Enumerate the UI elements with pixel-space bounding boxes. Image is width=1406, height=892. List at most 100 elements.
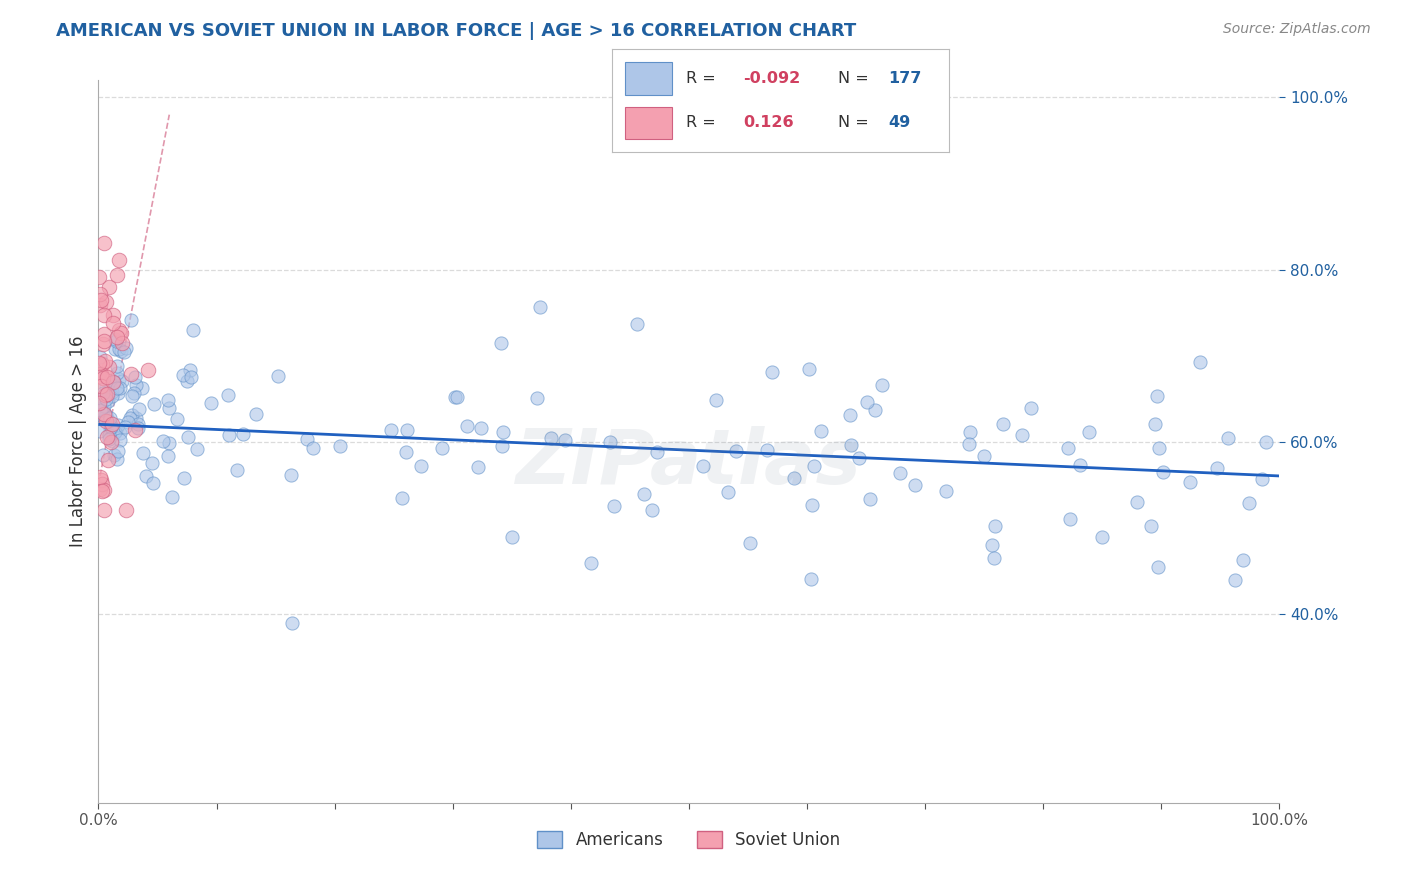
Point: [110, 326, 132, 341]
Point: [105, 451, 128, 466]
Point: [411, 458, 433, 473]
Point: [110, 433, 132, 447]
Text: AMERICAN VS SOVIET UNION IN LABOR FORCE | AGE > 16 CORRELATION CHART: AMERICAN VS SOVIET UNION IN LABOR FORCE …: [56, 22, 856, 40]
Point: [984, 519, 1007, 533]
Point: [93, 399, 115, 413]
Point: [89, 395, 111, 409]
Point: [89, 366, 111, 380]
Point: [101, 316, 124, 330]
Point: [111, 336, 134, 351]
Text: 0.126: 0.126: [744, 115, 794, 130]
Point: [183, 323, 205, 337]
Point: [1216, 431, 1239, 445]
Point: [859, 491, 882, 506]
Point: [180, 370, 202, 384]
Point: [114, 420, 136, 434]
Point: [800, 498, 823, 512]
Point: [991, 417, 1014, 431]
Point: [526, 391, 548, 405]
Text: Source: ZipAtlas.com: Source: ZipAtlas.com: [1223, 22, 1371, 37]
Point: [97, 452, 120, 467]
FancyBboxPatch shape: [626, 106, 672, 139]
Point: [848, 450, 870, 465]
Point: [127, 417, 149, 431]
Point: [756, 443, 779, 458]
Point: [110, 426, 132, 441]
Point: [89, 355, 111, 369]
Point: [94, 408, 117, 422]
Point: [166, 411, 188, 425]
Point: [226, 463, 249, 477]
Point: [93, 308, 115, 322]
Point: [135, 469, 157, 483]
Point: [692, 459, 714, 474]
Point: [810, 424, 832, 438]
Point: [90, 378, 112, 392]
Point: [108, 342, 131, 356]
Text: R =: R =: [686, 115, 721, 130]
Point: [89, 470, 111, 484]
Point: [491, 439, 513, 453]
Point: [124, 370, 146, 384]
Point: [540, 431, 562, 445]
Point: [1178, 475, 1201, 490]
Point: [93, 503, 115, 517]
Point: [104, 342, 127, 356]
Point: [738, 535, 761, 549]
Point: [1143, 417, 1166, 432]
Point: [112, 345, 135, 359]
Point: [111, 374, 134, 388]
Point: [1056, 441, 1078, 455]
Point: [1140, 518, 1163, 533]
Point: [105, 330, 128, 344]
Point: [957, 436, 980, 450]
Point: [1256, 434, 1278, 449]
Point: [97, 384, 120, 398]
Point: [93, 407, 115, 421]
Point: [91, 336, 114, 351]
Point: [395, 445, 418, 459]
Point: [90, 293, 112, 307]
Point: [89, 424, 111, 438]
Point: [94, 379, 117, 393]
Point: [981, 538, 1004, 552]
Point: [245, 407, 267, 421]
Point: [863, 403, 886, 417]
Point: [120, 367, 142, 381]
Point: [470, 421, 492, 435]
Point: [100, 435, 122, 450]
Point: [904, 478, 927, 492]
Point: [104, 425, 127, 440]
Point: [90, 357, 112, 371]
Point: [98, 359, 121, 374]
Point: [118, 411, 141, 425]
Point: [120, 312, 142, 326]
Point: [108, 252, 131, 267]
Point: [1147, 441, 1170, 455]
Point: [1206, 461, 1229, 475]
Point: [93, 354, 115, 368]
Point: [110, 381, 132, 395]
Point: [94, 414, 117, 428]
Text: 177: 177: [889, 71, 922, 87]
Point: [105, 423, 128, 437]
Point: [157, 436, 180, 450]
Point: [935, 484, 957, 499]
Point: [973, 449, 995, 463]
Point: [98, 427, 121, 442]
Point: [105, 381, 128, 395]
Point: [90, 476, 112, 491]
Point: [96, 294, 118, 309]
Point: [108, 323, 131, 337]
Point: [492, 425, 515, 439]
Point: [1152, 465, 1174, 479]
Point: [380, 423, 402, 437]
Point: [529, 300, 551, 314]
Point: [489, 335, 512, 350]
Point: [101, 308, 124, 322]
Point: [856, 394, 879, 409]
Point: [467, 459, 489, 474]
Point: [724, 444, 747, 458]
Point: [1237, 495, 1260, 509]
Point: [96, 430, 118, 444]
